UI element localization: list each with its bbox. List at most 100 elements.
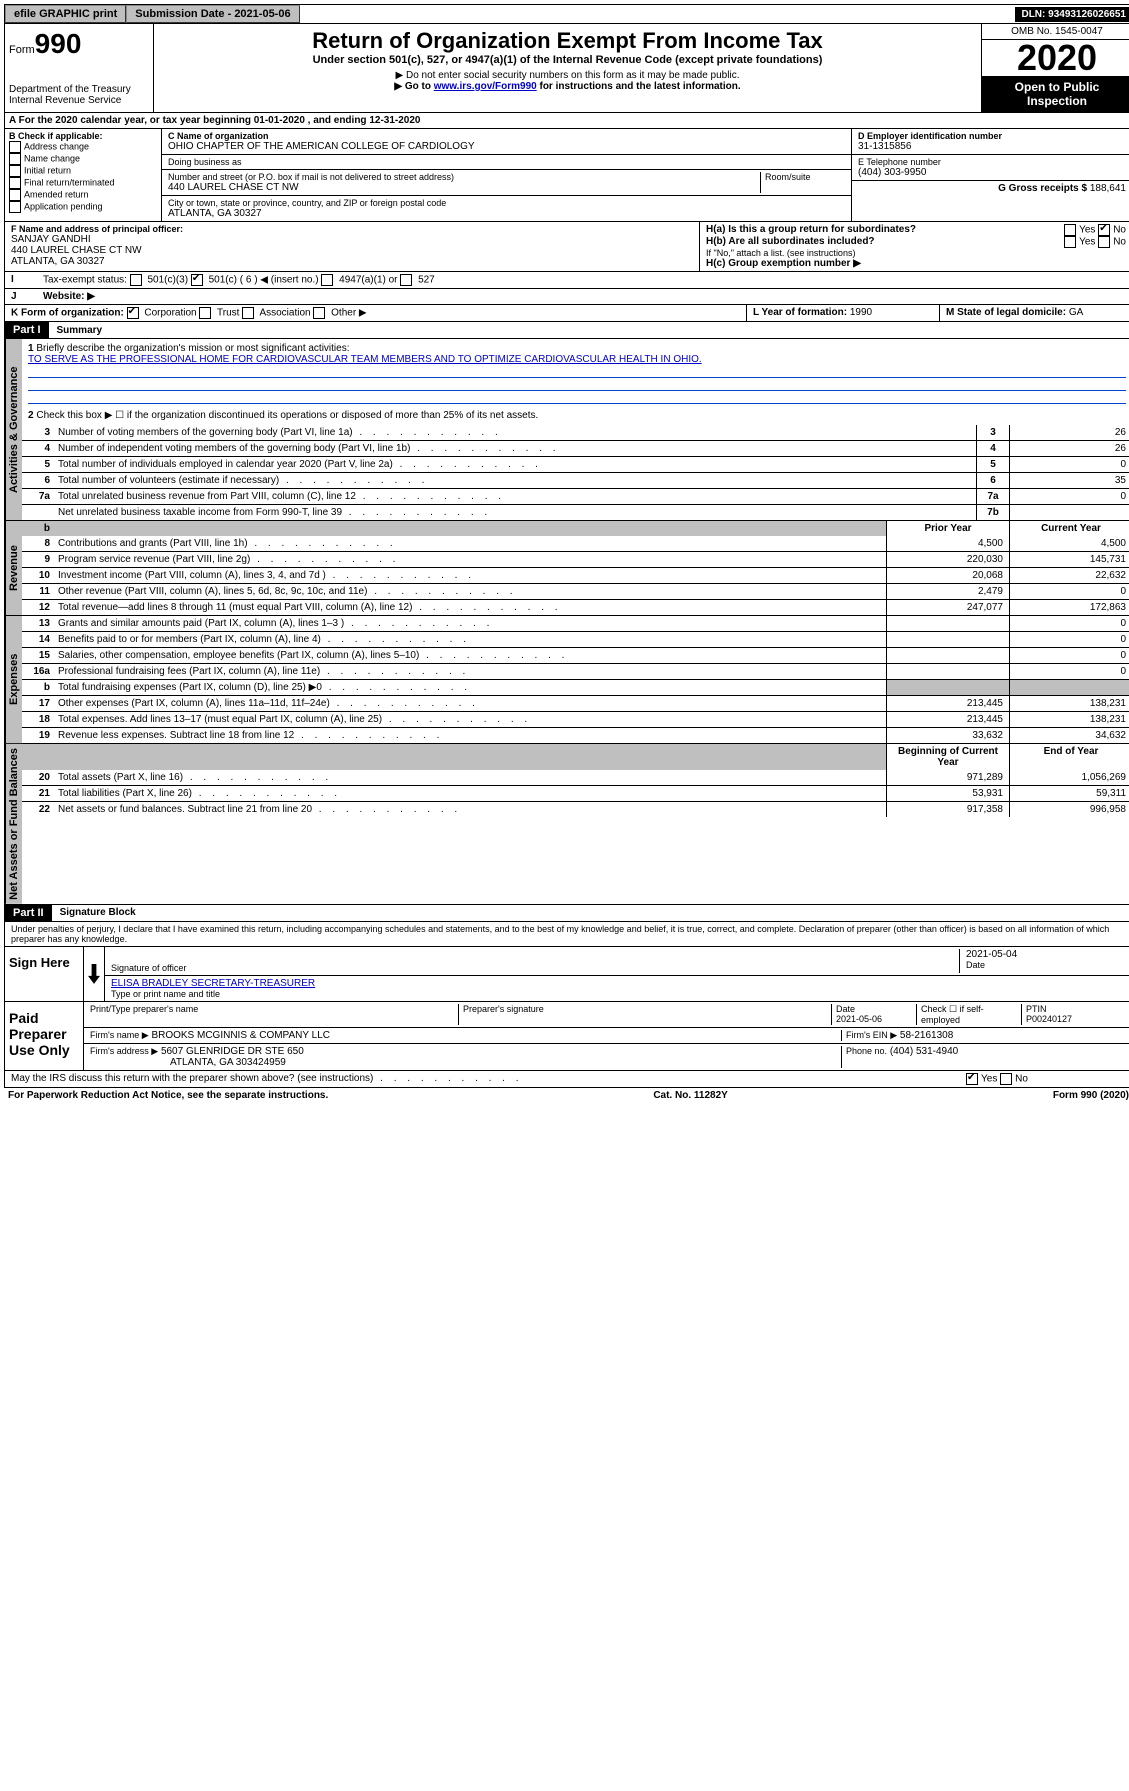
summary-row: 5Total number of individuals employed in… xyxy=(22,456,1129,472)
submission-date-button[interactable]: Submission Date - 2021-05-06 xyxy=(126,5,299,23)
summary-row: 13Grants and similar amounts paid (Part … xyxy=(22,616,1129,631)
open-to-public: Open to Public Inspection xyxy=(982,76,1129,112)
irs-link[interactable]: www.irs.gov/Form990 xyxy=(434,81,537,92)
summary-expenses: Expenses 13Grants and similar amounts pa… xyxy=(4,616,1129,744)
officer-group-row: F Name and address of principal officer:… xyxy=(4,222,1129,272)
part-i-header: Part I Summary xyxy=(4,322,1129,339)
officer-addr1: 440 LAUREL CHASE CT NW xyxy=(11,245,693,256)
sign-here-block: Sign Here Signature of officer 2021-05-0… xyxy=(4,947,1129,1002)
tax-exempt-row: I Tax-exempt status: 501(c)(3) 501(c) ( … xyxy=(4,272,1129,289)
identity-block: B Check if applicable: Address change Na… xyxy=(4,129,1129,222)
summary-row: 16aProfessional fundraising fees (Part I… xyxy=(22,663,1129,679)
form-subtitle: Under section 501(c), 527, or 4947(a)(1)… xyxy=(158,54,977,66)
form-title: Return of Organization Exempt From Incom… xyxy=(158,28,977,54)
firm-address-2: ATLANTA, GA 303424959 xyxy=(170,1057,286,1068)
vlabel-expenses: Expenses xyxy=(5,616,22,743)
ein-label: D Employer identification number xyxy=(858,131,1126,141)
gross-receipts-value: 188,641 xyxy=(1090,183,1126,194)
sig-date-label: Date xyxy=(966,960,1126,970)
self-employed-check: Check ☐ if self-employed xyxy=(917,1004,1022,1025)
dln-label: DLN: 93493126026651 xyxy=(1015,7,1129,22)
vlabel-governance: Activities & Governance xyxy=(5,339,22,520)
summary-row: 11Other revenue (Part VIII, column (A), … xyxy=(22,583,1129,599)
perjury-declaration: Under penalties of perjury, I declare th… xyxy=(4,922,1129,947)
phone-label: E Telephone number xyxy=(858,157,1126,167)
city-label: City or town, state or province, country… xyxy=(168,198,845,208)
summary-row: 7aTotal unrelated business revenue from … xyxy=(22,488,1129,504)
website-row: J Website: ▶ xyxy=(4,289,1129,305)
page-footer: For Paperwork Reduction Act Notice, see … xyxy=(4,1088,1129,1103)
summary-row: bTotal fundraising expenses (Part IX, co… xyxy=(22,679,1129,695)
summary-row: 4Number of independent voting members of… xyxy=(22,440,1129,456)
summary-net-assets: Net Assets or Fund Balances Beginning of… xyxy=(4,744,1129,905)
form-990-label: Form990 xyxy=(9,28,149,60)
line2-discontinued: Check this box ▶ ☐ if the organization d… xyxy=(36,410,538,421)
officer-typed-name: ELISA BRADLEY SECRETARY-TREASURER xyxy=(111,978,315,989)
hb-note: If "No," attach a list. (see instruction… xyxy=(706,248,1126,258)
summary-row: 9Program service revenue (Part VIII, lin… xyxy=(22,551,1129,567)
summary-governance: Activities & Governance 1 Briefly descri… xyxy=(4,339,1129,521)
note-ssn: ▶ Do not enter social security numbers o… xyxy=(158,70,977,81)
firm-phone: (404) 531-4940 xyxy=(890,1046,958,1057)
ptin-value: P00240127 xyxy=(1026,1014,1126,1024)
summary-row: 12Total revenue—add lines 8 through 11 (… xyxy=(22,599,1129,615)
summary-row: 18Total expenses. Add lines 13–17 (must … xyxy=(22,711,1129,727)
org-name-label: C Name of organization xyxy=(168,131,845,141)
summary-row: 17Other expenses (Part IX, column (A), l… xyxy=(22,695,1129,711)
note-goto: ▶ Go to www.irs.gov/Form990 for instruct… xyxy=(158,81,977,92)
irs-discuss-row: May the IRS discuss this return with the… xyxy=(4,1071,1129,1088)
summary-row: Net unrelated business taxable income fr… xyxy=(22,504,1129,520)
dba-label: Doing business as xyxy=(168,157,845,167)
firm-ein: 58-2161308 xyxy=(900,1030,953,1041)
org-name: OHIO CHAPTER OF THE AMERICAN COLLEGE OF … xyxy=(168,141,845,152)
gross-receipts-label: G Gross receipts $ xyxy=(998,183,1087,194)
summary-row: 15Salaries, other compensation, employee… xyxy=(22,647,1129,663)
hc-label: H(c) Group exemption number ▶ xyxy=(706,258,1126,269)
part-ii-header: Part II Signature Block xyxy=(4,905,1129,922)
officer-addr2: ATLANTA, GA 30327 xyxy=(11,256,693,267)
ha-label: H(a) Is this a group return for subordin… xyxy=(706,224,916,236)
summary-row: 6Total number of volunteers (estimate if… xyxy=(22,472,1129,488)
street-address: 440 LAUREL CHASE CT NW xyxy=(168,182,760,193)
summary-row: 20Total assets (Part X, line 16)971,2891… xyxy=(22,770,1129,785)
ein-value: 31-1315856 xyxy=(858,141,1126,152)
preparer-name-col: Print/Type preparer's name xyxy=(90,1004,459,1025)
sig-officer-label: Signature of officer xyxy=(111,963,959,973)
summary-row: 19Revenue less expenses. Subtract line 1… xyxy=(22,727,1129,743)
summary-row: 21Total liabilities (Part X, line 26)53,… xyxy=(22,785,1129,801)
top-bar: efile GRAPHIC print Submission Date - 20… xyxy=(4,4,1129,24)
hb-label: H(b) Are all subordinates included? xyxy=(706,236,875,248)
paid-preparer-block: Paid Preparer Use Only Print/Type prepar… xyxy=(4,1002,1129,1071)
summary-row: 22Net assets or fund balances. Subtract … xyxy=(22,801,1129,817)
mission-label: Briefly describe the organization's miss… xyxy=(36,343,349,354)
catalog-number: Cat. No. 11282Y xyxy=(653,1090,727,1101)
vlabel-revenue: Revenue xyxy=(5,521,22,615)
preparer-sig-col: Preparer's signature xyxy=(459,1004,832,1025)
officer-label: F Name and address of principal officer: xyxy=(11,224,693,234)
department-label: Department of the Treasury Internal Reve… xyxy=(9,84,149,106)
form-990-footer: Form 990 (2020) xyxy=(1053,1090,1129,1101)
paperwork-notice: For Paperwork Reduction Act Notice, see … xyxy=(8,1090,328,1101)
room-suite-label: Room/suite xyxy=(760,172,845,193)
phone-value: (404) 303-9950 xyxy=(858,167,1126,178)
box-b-checkboxes: B Check if applicable: Address change Na… xyxy=(5,129,162,221)
city-state-zip: ATLANTA, GA 30327 xyxy=(168,208,845,219)
vlabel-net: Net Assets or Fund Balances xyxy=(5,744,22,904)
street-label: Number and street (or P.O. box if mail i… xyxy=(168,172,760,182)
efile-print-button[interactable]: efile GRAPHIC print xyxy=(5,5,126,23)
officer-name-label: Type or print name and title xyxy=(111,989,315,999)
sign-arrow-icon xyxy=(88,964,100,984)
sign-here-label: Sign Here xyxy=(5,947,84,1001)
firm-address-1: 5607 GLENRIDGE DR STE 650 xyxy=(161,1046,304,1057)
sig-date: 2021-05-04 xyxy=(966,949,1126,960)
summary-revenue: Revenue b Prior Year Current Year 8Contr… xyxy=(4,521,1129,616)
summary-row: 14Benefits paid to or for members (Part … xyxy=(22,631,1129,647)
summary-row: 8Contributions and grants (Part VIII, li… xyxy=(22,536,1129,551)
preparer-date: 2021-05-06 xyxy=(836,1014,916,1024)
officer-name: SANJAY GANDHI xyxy=(11,234,693,245)
section-a-period: A For the 2020 calendar year, or tax yea… xyxy=(4,113,1129,129)
tax-year: 2020 xyxy=(982,40,1129,76)
klm-row: K Form of organization: Corporation Trus… xyxy=(4,305,1129,322)
paid-preparer-label: Paid Preparer Use Only xyxy=(5,1002,84,1070)
form-header: Form990 Department of the Treasury Inter… xyxy=(4,24,1129,113)
